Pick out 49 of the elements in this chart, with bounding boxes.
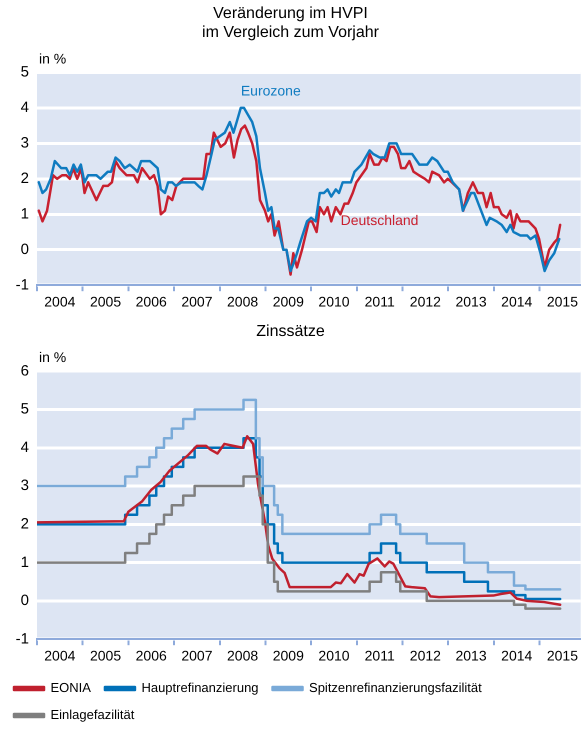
x-tick-label: 2006: [136, 293, 168, 310]
y-tick-label: 0: [20, 592, 29, 610]
y-tick-label: 5: [20, 64, 29, 81]
chart-title: Zinssätze: [256, 323, 325, 340]
x-tick-label: 2010: [318, 647, 350, 664]
y-axis-title: in %: [39, 349, 66, 366]
x-tick-label: 2012: [410, 647, 442, 664]
y-tick-label: -1: [16, 276, 29, 294]
x-tick-label: 2009: [272, 293, 304, 310]
legend-label: Hauptrefinanzierung: [141, 680, 259, 696]
y-tick-label: -1: [16, 630, 29, 648]
y-tick-label: 4: [20, 438, 29, 456]
y-tick-label: 2: [20, 170, 29, 187]
x-tick-label: 2014: [501, 647, 533, 664]
x-tick-label: 2011: [364, 647, 395, 664]
x-tick-label: 2013: [455, 647, 487, 664]
x-tick-label: 2005: [90, 647, 122, 664]
x-tick-label: 2004: [44, 293, 76, 310]
y-tick-label: 1: [20, 205, 29, 222]
series-label: Eurozone: [240, 82, 301, 98]
x-tick-label: 2007: [181, 647, 213, 664]
x-tick-label: 2004: [44, 647, 76, 664]
x-tick-label: 2015: [546, 293, 578, 310]
x-tick-label: 2008: [227, 293, 258, 310]
y-tick-label: 4: [20, 99, 29, 116]
y-tick-label: 2: [20, 515, 29, 532]
y-tick-label: 3: [20, 477, 29, 494]
x-tick-label: 2007: [181, 293, 213, 310]
x-tick-label: 2008: [227, 647, 258, 664]
y-tick-label: 0: [20, 240, 29, 258]
series-label: Deutschland: [340, 212, 418, 228]
chart-title: Veränderung im HVPI im Vergleich zum Vorjahr: [202, 5, 380, 42]
y-axis-title: in %: [39, 50, 66, 66]
y-tick-label: 3: [20, 134, 29, 152]
x-tick-label: 2006: [136, 647, 168, 664]
x-tick-label: 2010: [318, 293, 350, 310]
x-tick-label: 2012: [410, 293, 442, 310]
y-tick-label: 6: [20, 362, 29, 380]
legend-label: EONIA: [50, 680, 92, 696]
x-tick-label: 2009: [272, 647, 304, 664]
x-tick-label: 2013: [455, 293, 487, 310]
x-tick-label: 2011: [364, 293, 395, 310]
x-tick-label: 2015: [546, 647, 578, 664]
legend-label: Spitzenrefinanzierungsfazilität: [309, 680, 482, 696]
legend-label: Einlagefazilität: [50, 707, 135, 722]
y-tick-label: 5: [20, 400, 29, 418]
x-tick-label: 2014: [501, 293, 533, 310]
y-tick-label: 1: [20, 554, 29, 571]
x-tick-label: 2005: [90, 293, 122, 310]
